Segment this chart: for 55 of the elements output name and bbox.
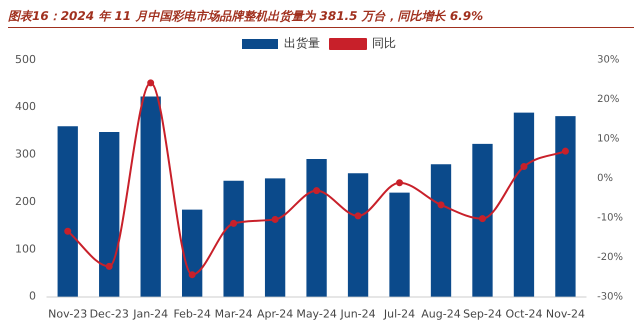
y-tick-label: 200: [14, 194, 36, 208]
bar: [514, 112, 534, 297]
bar: [430, 164, 452, 297]
x-tick-label: May-24: [296, 307, 337, 320]
x-tick-label: Aug-24: [421, 307, 461, 320]
y-tick-label: 400: [14, 100, 36, 114]
point: [478, 215, 486, 222]
y-tick-label: 100: [14, 242, 36, 256]
y-tick-label: 0: [28, 290, 36, 303]
y2-tick-label: 0%: [597, 172, 614, 184]
x-tick-label: Jun-24: [339, 307, 376, 320]
bar: [140, 96, 161, 297]
bar: [555, 116, 576, 297]
point: [147, 79, 154, 86]
bar: [223, 180, 244, 297]
y2-tick-label: -10%: [597, 212, 624, 224]
point: [64, 228, 72, 235]
bar: [472, 144, 493, 297]
bar: [58, 126, 78, 297]
point: [313, 187, 320, 194]
point: [230, 220, 238, 227]
point: [396, 179, 404, 186]
bar: [264, 178, 286, 297]
bar: [348, 173, 368, 297]
y2-tick-label: 20%: [597, 94, 620, 106]
x-tick-label: Mar-24: [214, 307, 253, 320]
y2-tick-label: 30%: [597, 54, 620, 66]
bar: [389, 192, 410, 297]
x-tick-label: Dec-23: [90, 307, 129, 320]
x-tick-label: Nov-23: [48, 307, 88, 320]
legend-label: 出货量: [284, 36, 320, 50]
x-tick-label: Jan-24: [132, 307, 168, 320]
point: [106, 262, 113, 270]
x-tick-label: Jul-24: [382, 307, 416, 320]
point: [520, 163, 528, 170]
y2-tick-label: -30%: [597, 291, 624, 302]
x-tick-label: Sep-24: [463, 307, 502, 320]
x-tick-label: Oct-24: [505, 307, 542, 320]
x-tick-label: Nov-24: [546, 307, 585, 320]
chart-title: 图表16：2024 年 11 月中国彩电市场品牌整机出货量为 381.5 万台，同比增长 6.9%: [8, 8, 634, 28]
point: [188, 271, 196, 278]
y2-tick-label: 10%: [597, 134, 620, 145]
point: [272, 216, 279, 223]
point: [354, 212, 362, 220]
point: [562, 148, 569, 155]
x-tick-label: Apr-24: [256, 307, 294, 320]
legend-label: 同比: [372, 36, 396, 50]
y-tick-label: 300: [14, 148, 36, 161]
y2-tick-label: -20%: [597, 252, 624, 263]
y-tick-label: 500: [14, 52, 36, 66]
bar: [182, 210, 202, 297]
point: [438, 201, 445, 208]
x-tick-label: Feb-24: [173, 307, 211, 320]
bar: [306, 158, 327, 297]
bar: [99, 132, 120, 297]
